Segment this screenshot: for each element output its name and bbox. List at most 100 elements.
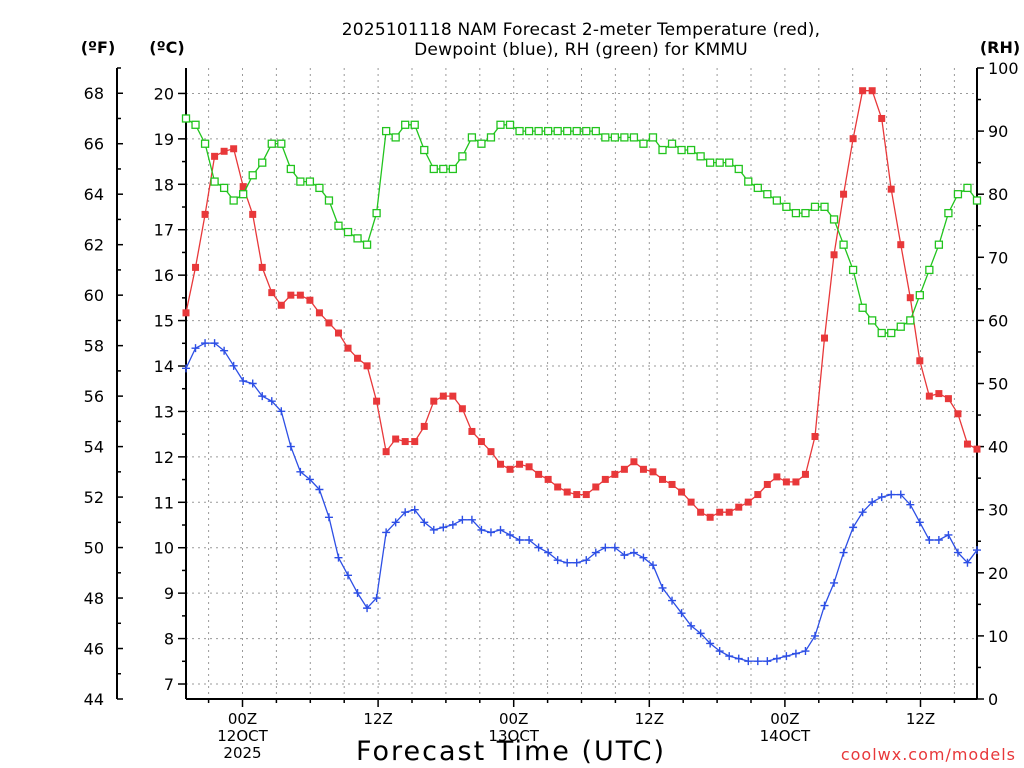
chart-title-line1: 2025101118 NAM Forecast 2-meter Temperat… — [342, 20, 820, 40]
dewpoint-point — [210, 339, 219, 348]
rh-tick-label: 30 — [988, 501, 1008, 520]
rh-point — [248, 171, 257, 180]
dewpoint-point — [648, 561, 657, 570]
rh-point — [887, 328, 896, 338]
temperature-point — [925, 392, 933, 400]
temperature-point — [554, 483, 562, 491]
rh-point — [648, 133, 658, 142]
rh-point — [343, 227, 353, 237]
dewpoint-point — [782, 652, 791, 661]
celsius-tick-label: 8 — [164, 630, 174, 649]
temperature-point — [830, 251, 838, 259]
rh-point — [601, 133, 610, 142]
temperature-point — [220, 147, 228, 155]
rh-point — [744, 177, 753, 186]
dewpoint-point — [572, 558, 581, 567]
x-tick-label: 14OCT — [760, 727, 811, 745]
temperature-point — [249, 210, 257, 218]
dewpoint-point — [277, 407, 286, 416]
dewpoint-point — [353, 588, 362, 597]
dewpoint-point — [486, 528, 495, 537]
dewpoint-point — [220, 346, 229, 355]
rh-tick-label: 10 — [988, 627, 1008, 646]
rh-point — [296, 177, 305, 186]
rh-tick-label: 50 — [988, 375, 1008, 394]
series-temperature — [182, 87, 981, 521]
rh-tick-label: 80 — [988, 185, 1008, 204]
temperature-point — [344, 344, 352, 352]
temperature-point — [458, 405, 466, 413]
dewpoint-point — [458, 515, 467, 524]
dewpoint-point — [420, 518, 429, 527]
temperature-point — [296, 291, 304, 299]
fahrenheit-tick-label: 56 — [84, 387, 104, 406]
temperature-point — [601, 475, 609, 483]
rh-point — [401, 120, 410, 129]
dewpoint-point — [639, 553, 648, 562]
rh-point — [267, 139, 276, 148]
temperature-point — [630, 458, 638, 466]
temperature-point — [897, 241, 905, 249]
dewpoint-point — [344, 571, 353, 580]
rh-point — [420, 145, 429, 155]
rh-point — [725, 158, 734, 167]
rh-point — [372, 208, 381, 218]
rh-point — [953, 190, 963, 199]
x-tick-label: 00Z — [770, 710, 799, 728]
rh-point — [315, 183, 324, 193]
celsius-tick-label: 20 — [154, 84, 174, 103]
dewpoint-point — [620, 551, 629, 560]
temperature-point — [678, 488, 686, 496]
temperature-point — [573, 491, 581, 499]
temperature-point — [639, 465, 647, 473]
temperature-point — [363, 362, 371, 370]
temperature-point — [611, 470, 619, 478]
dewpoint-point — [810, 631, 819, 640]
rh-point — [629, 133, 639, 142]
fahrenheit-unit-label: (ºF) — [81, 38, 116, 57]
dewpoint-point — [877, 493, 886, 502]
rh-point — [534, 126, 543, 136]
rh-point — [801, 208, 810, 218]
temperature-point — [840, 190, 848, 198]
rh-point — [391, 133, 400, 142]
dewpoint-point — [525, 535, 534, 544]
temperature-point — [392, 435, 400, 443]
dewpoint-point — [696, 629, 705, 638]
axes-layer: 44 46 48 50 52 54 56 58 60 62 64 66 68 7 8 9 10 11 12 13 14 1… — [84, 59, 1019, 762]
temperature-point — [525, 463, 533, 471]
rh-point — [429, 164, 438, 174]
rh-tick-label: 60 — [988, 311, 1008, 330]
temperature-point — [239, 183, 247, 191]
dewpoint-point — [515, 535, 524, 544]
dewpoint-point — [182, 364, 190, 373]
dewpoint-point — [744, 657, 753, 666]
temperature-point — [792, 478, 800, 486]
temperature-point — [649, 468, 657, 476]
dewpoint-point — [858, 508, 867, 517]
temperature-point — [306, 296, 314, 304]
dewpoint-point — [229, 361, 238, 370]
fahrenheit-tick-label: 68 — [84, 84, 104, 103]
temperature-point — [878, 114, 886, 122]
dewpoint-point — [753, 657, 762, 666]
dewpoint-point — [763, 657, 772, 666]
rh-point — [181, 114, 191, 123]
x-tick-label: 2025 — [223, 744, 261, 762]
temperature-point — [230, 145, 238, 153]
temperature-point — [906, 294, 914, 302]
temperature-point — [382, 448, 390, 456]
temperature-point — [782, 478, 790, 486]
dewpoint-point — [239, 376, 248, 385]
celsius-tick-label: 15 — [154, 312, 174, 331]
dewpoint-point — [534, 543, 543, 552]
fahrenheit-tick-label: 48 — [84, 589, 104, 608]
dewpoint-point — [801, 647, 810, 656]
fahrenheit-tick-label: 54 — [84, 438, 104, 457]
rh-point — [972, 196, 982, 205]
temperature-point — [887, 185, 895, 193]
temperature-point — [449, 392, 457, 400]
celsius-tick-label: 14 — [154, 357, 174, 376]
temperature-point — [411, 438, 419, 446]
